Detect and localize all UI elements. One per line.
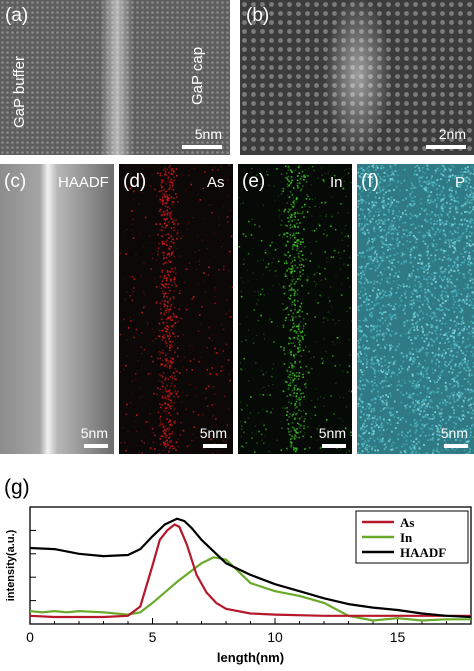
panel-b-label: (b) [246, 5, 270, 26]
scale-bar-c: 5nm [68, 422, 108, 448]
panel-d-label: (d) [123, 171, 147, 192]
legend-label-haadf: HAADF [400, 545, 446, 560]
panel-d-image [119, 164, 233, 454]
x-tick-label: 5 [149, 629, 157, 645]
panel-f-label: (f) [361, 171, 379, 192]
x-tick-label: 10 [267, 629, 283, 645]
as-channel-label: As [207, 174, 225, 191]
panel-a-image [0, 0, 230, 155]
panel-c-label: (c) [4, 171, 27, 192]
gap-cap-label: GaP cap [189, 46, 206, 105]
y-axis-label: intensity(a.u.) [5, 529, 17, 601]
panel-d-as-map: (d) As 5nm [119, 164, 233, 454]
scale-bar-a: 5nm [176, 121, 222, 149]
haadf-channel-label: HAADF [58, 174, 109, 191]
legend-label-in: In [400, 530, 413, 545]
series-line-in [29, 556, 471, 622]
panel-c-image [0, 164, 114, 454]
series-line-haadf [29, 517, 472, 619]
scale-bar-f: 5nm [428, 422, 468, 448]
series-line-as [29, 523, 471, 619]
panel-a-hrtem: (a) GaP buffer GaP cap 5nm [0, 0, 230, 155]
panel-e-label: (e) [242, 171, 266, 192]
scale-bar-e: 5nm [306, 422, 346, 448]
in-channel-label: In [330, 174, 343, 191]
panel-c-haadf: (c) HAADF 5nm [0, 164, 114, 454]
x-axis-label: length(nm) [217, 650, 284, 665]
panel-f-p-map: (f) P 5nm [357, 164, 474, 454]
x-tick-label: 0 [26, 629, 34, 645]
panel-a-label: (a) [5, 5, 29, 26]
panel-b-image [240, 0, 474, 155]
panel-g-label: (g) [4, 476, 30, 499]
scale-bar-d: 5nm [187, 422, 227, 448]
panel-e-in-map: (e) In 5nm [238, 164, 352, 454]
legend-label-as: As [400, 515, 414, 530]
gap-buffer-label: GaP buffer [11, 56, 28, 128]
panel-f-image [357, 164, 474, 454]
panel-e-image [238, 164, 352, 454]
scale-bar-b: 2nm [420, 121, 466, 149]
x-tick-label: 15 [390, 629, 406, 645]
panel-b-hrtem: (b) 2nm [240, 0, 474, 155]
p-channel-label: P [455, 174, 466, 191]
